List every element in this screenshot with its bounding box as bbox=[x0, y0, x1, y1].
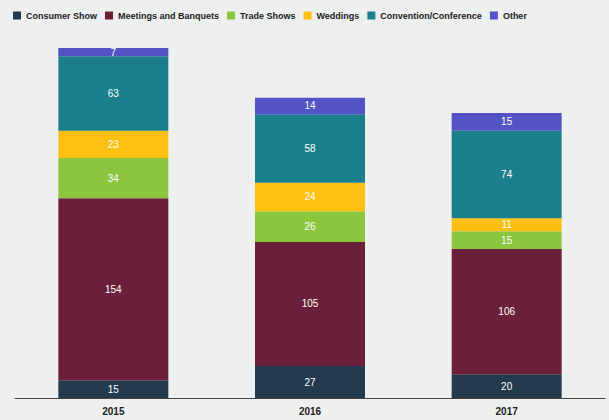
svg-text:105: 105 bbox=[302, 298, 319, 309]
svg-text:20: 20 bbox=[501, 381, 513, 392]
svg-text:15: 15 bbox=[501, 116, 513, 127]
svg-text:254: 254 bbox=[302, 83, 319, 94]
svg-text:Convention/Conference: Convention/Conference bbox=[380, 11, 482, 21]
svg-text:24: 24 bbox=[304, 191, 316, 202]
svg-text:2017: 2017 bbox=[496, 406, 519, 417]
svg-text:Other: Other bbox=[503, 11, 528, 21]
svg-text:74: 74 bbox=[501, 169, 513, 180]
svg-text:14: 14 bbox=[304, 100, 316, 111]
svg-text:Weddings: Weddings bbox=[317, 11, 360, 21]
svg-text:Trade Shows: Trade Shows bbox=[240, 11, 296, 21]
svg-text:27: 27 bbox=[304, 377, 316, 388]
svg-text:15: 15 bbox=[501, 235, 513, 246]
svg-text:26: 26 bbox=[304, 221, 316, 232]
svg-text:Meetings and Banquets: Meetings and Banquets bbox=[118, 11, 219, 21]
svg-text:296: 296 bbox=[105, 34, 122, 45]
svg-text:2016: 2016 bbox=[299, 406, 322, 417]
svg-text:23: 23 bbox=[108, 139, 120, 150]
svg-text:58: 58 bbox=[304, 143, 316, 154]
svg-text:154: 154 bbox=[105, 284, 122, 295]
svg-text:Consumer Show: Consumer Show bbox=[26, 11, 98, 21]
svg-text:7: 7 bbox=[111, 47, 117, 58]
svg-text:11: 11 bbox=[501, 219, 512, 230]
svg-text:241: 241 bbox=[498, 99, 515, 110]
svg-text:15: 15 bbox=[108, 384, 120, 395]
svg-text:2015: 2015 bbox=[102, 406, 125, 417]
svg-text:34: 34 bbox=[108, 173, 120, 184]
svg-text:106: 106 bbox=[498, 306, 515, 317]
svg-text:63: 63 bbox=[108, 88, 120, 99]
